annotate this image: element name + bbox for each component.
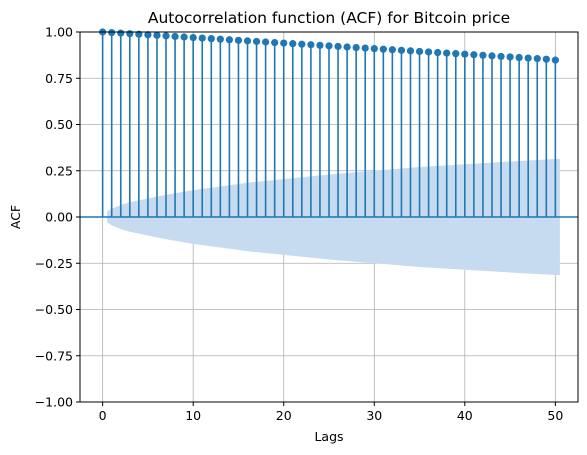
x-tick-label-2: 20: [276, 408, 292, 423]
x-tick-label-1: 10: [185, 408, 201, 423]
y-tick-label-3: −0.25: [35, 256, 73, 271]
stem-marker-43: [488, 52, 496, 60]
stem-marker-29: [361, 44, 369, 52]
stem-marker-8: [171, 32, 179, 41]
stem-marker-9: [180, 33, 188, 41]
stem-marker-20: [280, 39, 288, 47]
stem-marker-2: [117, 29, 125, 37]
stem-marker-22: [298, 40, 306, 48]
stem-marker-10: [189, 33, 197, 42]
stem-marker-31: [379, 45, 387, 53]
stem-marker-15: [234, 36, 243, 44]
x-tick-label-0: 0: [99, 408, 107, 423]
stem-marker-39: [452, 50, 460, 58]
stem-marker-7: [162, 32, 170, 40]
stem-marker-44: [497, 52, 505, 61]
y-tick-label-7: 0.75: [45, 71, 73, 86]
y-tick-label-5: 0.25: [45, 163, 73, 178]
stem-marker-30: [370, 45, 378, 53]
x-axis-ticks: 0 10 20 30 40 50: [99, 402, 563, 423]
stem-marker-35: [415, 47, 424, 56]
stem-marker-5: [144, 31, 152, 39]
stem-marker-37: [434, 48, 442, 57]
stem-marker-49: [542, 55, 550, 63]
stem-marker-42: [479, 51, 487, 59]
stem-marker-13: [216, 35, 224, 43]
stem-marker-40: [461, 50, 469, 58]
x-tick-label-4: 40: [457, 408, 473, 423]
stem-marker-32: [388, 46, 396, 54]
stem-marker-14: [225, 36, 233, 44]
stem-marker-24: [316, 41, 324, 49]
stem-marker-34: [406, 47, 415, 55]
x-tick-label-5: 50: [547, 408, 563, 423]
stem-marker-46: [515, 53, 523, 62]
y-axis-ticks: −1.00 −0.75 −0.50 −0.25 0.00 0.25 0.50 0.75 1.00: [35, 25, 80, 410]
y-tick-label-1: −0.75: [35, 348, 73, 363]
stem-marker-41: [470, 51, 478, 59]
stem-marker-19: [271, 38, 279, 47]
stem-marker-45: [506, 53, 514, 61]
chart-title: Autocorrelation function (ACF) for Bitco…: [148, 9, 510, 27]
stem-marker-50: [551, 56, 559, 64]
x-tick-label-3: 30: [366, 408, 382, 423]
stem-marker-12: [207, 35, 215, 43]
stem-marker-6: [153, 31, 161, 39]
stem-marker-36: [425, 48, 433, 56]
y-tick-label-2: −0.50: [35, 302, 73, 317]
stem-marker-1: [108, 28, 116, 37]
stem-marker-17: [252, 37, 261, 46]
stem-marker-25: [325, 42, 333, 50]
stem-marker-16: [243, 37, 252, 45]
stem-series: [80, 28, 578, 218]
stem-marker-26: [334, 42, 342, 51]
stem-marker-47: [524, 54, 532, 62]
y-tick-label-4: 0.00: [45, 210, 73, 225]
stem-marker-18: [262, 38, 270, 46]
stem-marker-48: [533, 55, 541, 63]
y-tick-label-8: 1.00: [45, 25, 73, 40]
stem-marker-3: [126, 30, 134, 38]
stem-marker-21: [289, 40, 297, 48]
stem-marker-27: [343, 43, 351, 51]
stem-marker-28: [352, 43, 360, 52]
y-tick-label-6: 0.50: [45, 117, 73, 132]
y-tick-label-0: −1.00: [35, 395, 73, 410]
stem-marker-33: [397, 46, 406, 54]
stem-marker-23: [307, 41, 315, 49]
x-axis-label: Lags: [314, 429, 343, 444]
stem-marker-11: [198, 34, 206, 42]
stem-marker-38: [443, 49, 451, 57]
y-axis-label: ACF: [8, 205, 23, 229]
